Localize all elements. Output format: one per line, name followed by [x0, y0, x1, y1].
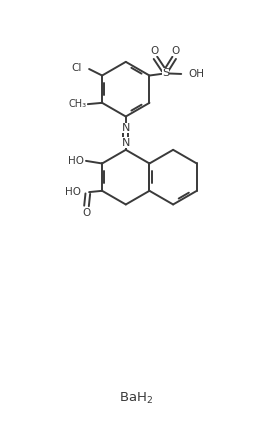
Text: CH₃: CH₃: [68, 99, 86, 109]
Text: HO: HO: [68, 156, 84, 166]
Text: O: O: [82, 208, 91, 218]
Text: N: N: [122, 123, 130, 133]
Text: O: O: [171, 46, 180, 56]
Text: S: S: [162, 69, 169, 78]
Text: O: O: [150, 46, 158, 56]
Text: OH: OH: [188, 69, 205, 79]
Text: N: N: [122, 137, 130, 148]
Text: BaH$_2$: BaH$_2$: [119, 391, 153, 407]
Text: HO: HO: [64, 187, 80, 197]
Text: Cl: Cl: [71, 63, 81, 73]
